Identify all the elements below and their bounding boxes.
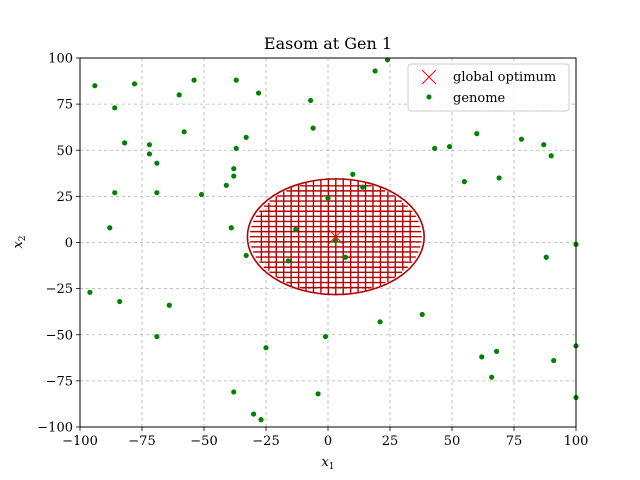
genome-point: [308, 97, 314, 104]
genome-point: [377, 319, 383, 325]
genome-point: [112, 190, 118, 196]
genome-point: [551, 357, 557, 364]
genome-point: [243, 252, 249, 259]
genome-point: [474, 131, 480, 137]
genome-point: [325, 195, 331, 201]
genome-point: [322, 333, 329, 340]
x-tick-label: −50: [190, 434, 217, 449]
genome-point: [87, 289, 93, 295]
genome-point: [479, 354, 485, 360]
genome-point: [543, 254, 549, 260]
genome-point: [446, 143, 453, 150]
genome-point: [541, 142, 547, 148]
x-tick-label: −100: [62, 434, 98, 449]
y-tick-label: 25: [56, 190, 73, 205]
genome-point: [107, 225, 113, 231]
genome-point: [494, 348, 500, 354]
legend-genome-icon: [426, 94, 432, 100]
optimum-stroke: [328, 229, 344, 245]
genome-point: [489, 374, 495, 380]
y-tick-label: −100: [37, 421, 73, 436]
y-tick-label: −50: [46, 328, 73, 343]
contour-outline: [246, 178, 425, 296]
genome-point: [360, 184, 366, 190]
x-tick-label: 25: [382, 434, 399, 449]
genome-point: [372, 68, 378, 74]
genome-point: [419, 311, 425, 318]
genome-point: [154, 160, 160, 166]
genome-point: [112, 105, 118, 111]
genome-point: [166, 302, 172, 308]
legend-label-genome: genome: [453, 91, 506, 106]
x-tick-label: 50: [444, 434, 461, 449]
genome-point: [548, 153, 554, 159]
genome-point: [342, 254, 348, 260]
x-tick-label: −75: [128, 434, 155, 449]
y-tick-label: 100: [48, 52, 73, 67]
x-tick-label: −25: [252, 434, 279, 449]
genome-point: [233, 77, 239, 83]
genome-point: [243, 134, 249, 140]
genome-point: [122, 140, 128, 146]
legend: global optimum genome: [407, 63, 570, 112]
genome-point: [146, 142, 153, 148]
genome-point: [518, 136, 525, 142]
legend-optimum-icon: [421, 69, 437, 85]
genome-point: [92, 83, 98, 89]
genome-points: [87, 57, 579, 423]
x-tick-label: 0: [324, 434, 332, 449]
genome-point: [154, 190, 160, 196]
genome-point: [255, 90, 262, 96]
x-tick-label: 75: [506, 434, 523, 449]
genome-point: [233, 145, 239, 152]
genome-point: [228, 225, 234, 231]
easom-contour: [246, 177, 425, 296]
y-tick-label: −25: [46, 282, 73, 297]
genome-point: [251, 411, 257, 417]
genome-point: [154, 333, 160, 340]
genome-point: [198, 191, 205, 198]
genome-point: [496, 175, 502, 181]
genome-point: [350, 171, 356, 177]
genome-point: [461, 179, 467, 185]
genome-point: [146, 151, 153, 157]
genome-point: [285, 258, 291, 264]
genome-point: [258, 417, 264, 423]
chart-title: Easom at Gen 1: [264, 34, 392, 53]
genome-point: [231, 166, 237, 172]
genome-point: [432, 145, 438, 152]
y-tick-label: 0: [65, 236, 73, 251]
genome-point: [293, 226, 299, 233]
axis-ticks: −100 −75 −50 −25 0 25 50 75 100 −100 −75 −50 −25 0 25 5…: [37, 52, 588, 450]
genome-point: [176, 92, 182, 98]
genome-point: [223, 182, 229, 188]
genome-point: [181, 129, 187, 135]
genome-point: [117, 298, 123, 305]
legend-box: [407, 63, 570, 112]
genome-point: [384, 57, 391, 63]
genome-point: [332, 238, 339, 244]
y-tick-label: 50: [56, 144, 73, 159]
y-tick-label: 75: [56, 98, 73, 113]
x-tick-label: 100: [564, 434, 589, 449]
genome-point: [315, 391, 321, 397]
legend-label-optimum: global optimum: [453, 70, 556, 85]
y-tick-label: −75: [46, 374, 73, 389]
genome-point: [231, 173, 237, 179]
genome-point: [310, 125, 316, 131]
global-optimum-marker: [328, 229, 344, 245]
x-axis-label: x1: [321, 455, 334, 472]
genome-point: [263, 345, 269, 351]
genome-point: [191, 77, 197, 83]
genome-point: [231, 389, 237, 395]
genome-point: [131, 81, 138, 87]
global-optimum-marker-group: [328, 229, 344, 245]
y-axis-label: x2: [11, 235, 28, 248]
